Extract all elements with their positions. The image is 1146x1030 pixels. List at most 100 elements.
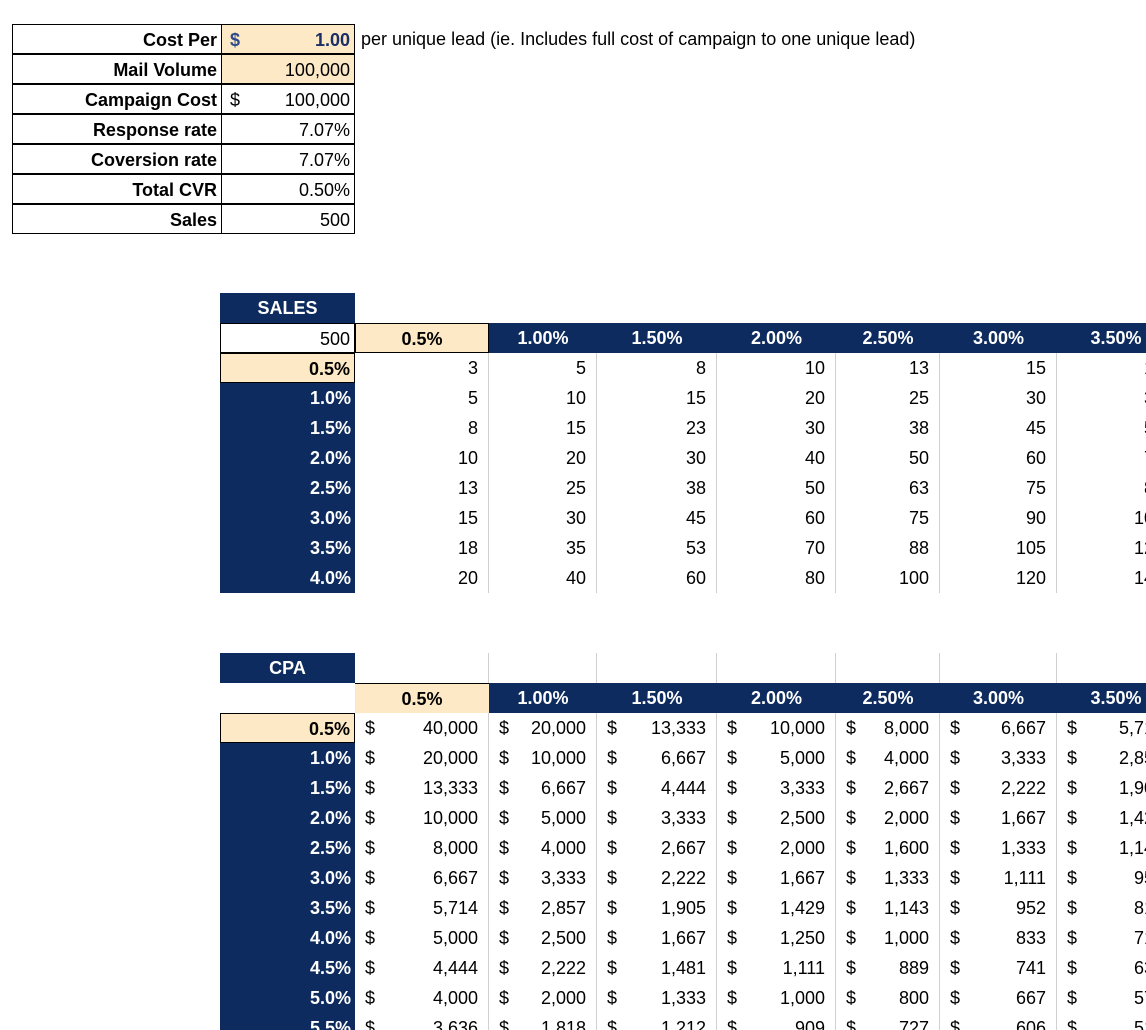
cpa-value: 727 <box>898 1018 929 1030</box>
currency-symbol: $ <box>950 718 961 738</box>
cpa-cell: $714 <box>1057 923 1146 953</box>
sales-cell: 53 <box>597 533 717 563</box>
cpa-value: 3,333 <box>540 868 586 888</box>
cpa-value: 5,000 <box>432 928 478 948</box>
cpa-cell: $909 <box>717 1013 836 1030</box>
currency-symbol: $ <box>950 988 961 1008</box>
currency-symbol: $ <box>1067 718 1078 738</box>
cpa-cell: $4,444 <box>355 953 489 983</box>
cpa-value: 2,000 <box>779 838 825 858</box>
currency-symbol: $ <box>607 928 618 948</box>
cpa-cell: $2,500 <box>717 803 836 833</box>
cpa-cell: $13,333 <box>355 773 489 803</box>
cpa-value: 2,667 <box>660 838 706 858</box>
cpa-value: 10,000 <box>769 718 825 738</box>
sales-cell: 45 <box>597 503 717 533</box>
currency-symbol: $ <box>499 988 510 1008</box>
cpa-value: 8,000 <box>432 838 478 858</box>
cpa-cell: $1,000 <box>836 923 940 953</box>
currency-symbol: $ <box>727 898 738 918</box>
sales-cell: 123 <box>1057 533 1146 563</box>
sales-cell: 30 <box>940 383 1057 413</box>
row-header: 1.5% <box>220 413 355 443</box>
currency-symbol: $ <box>365 838 376 858</box>
currency-symbol: $ <box>607 988 618 1008</box>
cpa-cell: $13,333 <box>597 713 717 743</box>
cpa-value: 5,714 <box>432 898 478 918</box>
column-header: 2.50% <box>836 323 940 353</box>
currency-symbol: $ <box>950 808 961 828</box>
row-header: 3.0% <box>220 863 355 893</box>
cpa-value: 1,905 <box>660 898 706 918</box>
cpa-value: 2,857 <box>1118 748 1146 768</box>
currency-symbol: $ <box>365 808 376 828</box>
cpa-value: 1,333 <box>1000 838 1046 858</box>
cpa-value: 1,481 <box>660 958 706 978</box>
cpa-value: 10,000 <box>422 808 478 828</box>
cpa-cell: $10,000 <box>717 713 836 743</box>
cpa-value: 5,714 <box>1118 718 1146 738</box>
sales-cell: 60 <box>597 563 717 593</box>
cpa-value: 4,000 <box>432 988 478 1008</box>
cpa-cell: $1,429 <box>1057 803 1146 833</box>
input-value: 7.07% <box>221 114 355 144</box>
cpa-value: 1,905 <box>1118 778 1146 798</box>
column-header: 3.00% <box>940 683 1057 713</box>
cpa-cell: $2,000 <box>717 833 836 863</box>
sales-cell: 75 <box>940 473 1057 503</box>
currency-symbol: $ <box>607 868 618 888</box>
cpa-cell: $2,000 <box>836 803 940 833</box>
cpa-cell: $800 <box>836 983 940 1013</box>
sales-cell: 88 <box>1057 473 1146 503</box>
cpa-cell: $2,222 <box>489 953 597 983</box>
cpa-cell: $1,667 <box>717 863 836 893</box>
currency-symbol: $ <box>846 778 857 798</box>
sales-cell: 90 <box>940 503 1057 533</box>
cpa-cell: $8,000 <box>355 833 489 863</box>
cpa-cell: $4,000 <box>836 743 940 773</box>
currency-symbol: $ <box>950 958 961 978</box>
cpa-cell: $635 <box>1057 953 1146 983</box>
cpa-cell: $606 <box>940 1013 1057 1030</box>
column-header: 0.5% <box>355 323 489 353</box>
cpa-cell: $8,000 <box>836 713 940 743</box>
row-header: 5.0% <box>220 983 355 1013</box>
blank-cell <box>836 653 940 683</box>
input-number: 7.07% <box>298 120 350 140</box>
cpa-cell: $1,212 <box>597 1013 717 1030</box>
cpa-cell: $2,857 <box>1057 743 1146 773</box>
cpa-cell: $20,000 <box>489 713 597 743</box>
currency-symbol: $ <box>499 718 510 738</box>
input-label: Total CVR <box>12 174 222 204</box>
currency-symbol: $ <box>499 898 510 918</box>
currency-symbol: $ <box>846 868 857 888</box>
cpa-value: 1,667 <box>779 868 825 888</box>
cpa-cell: $40,000 <box>355 713 489 743</box>
cpa-cell: $1,905 <box>1057 773 1146 803</box>
cpa-cell: $1,333 <box>836 863 940 893</box>
sales-cell: 13 <box>355 473 489 503</box>
cpa-value: 40,000 <box>422 718 478 738</box>
input-value: 100,000 <box>221 54 355 84</box>
cpa-value: 635 <box>1133 958 1146 978</box>
sales-cell: 15 <box>597 383 717 413</box>
cpa-cell: $6,667 <box>597 743 717 773</box>
currency-symbol: $ <box>499 928 510 948</box>
currency-symbol: $ <box>499 958 510 978</box>
cpa-cell: $816 <box>1057 893 1146 923</box>
column-header: 2.00% <box>717 323 836 353</box>
currency-symbol: $ <box>607 898 618 918</box>
cpa-cell: $2,222 <box>597 863 717 893</box>
cpa-cell: $2,000 <box>489 983 597 1013</box>
currency-symbol: $ <box>950 898 961 918</box>
sales-cell: 38 <box>836 413 940 443</box>
cpa-cell: $4,000 <box>355 983 489 1013</box>
cpa-cell: $519 <box>1057 1013 1146 1030</box>
cpa-value: 952 <box>1015 898 1046 918</box>
cpa-value: 1,111 <box>1003 868 1046 888</box>
currency-symbol: $ <box>950 778 961 798</box>
cpa-value: 800 <box>898 988 929 1008</box>
sales-cell: 60 <box>940 443 1057 473</box>
sales-cell: 63 <box>836 473 940 503</box>
